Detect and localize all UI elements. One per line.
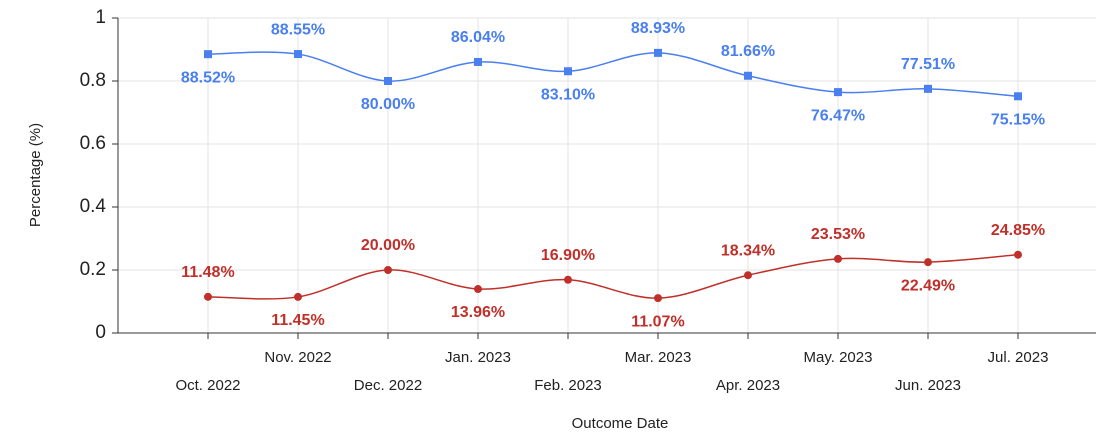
marker	[474, 285, 482, 294]
data-label: 20.00%	[361, 237, 415, 254]
x-tick-label: Mar. 2023	[625, 349, 692, 366]
marker	[294, 292, 302, 301]
marker	[204, 50, 212, 59]
y-tick-label: 0.4	[80, 196, 107, 217]
marker	[924, 258, 932, 267]
series-line	[207, 51, 1019, 98]
marker	[654, 48, 662, 57]
x-tick-label: May. 2023	[804, 349, 873, 366]
marker	[1014, 92, 1022, 101]
data-label: 11.45%	[271, 312, 324, 329]
y-tick-label: 0	[95, 322, 106, 343]
y-tick-label: 0.6	[80, 133, 106, 154]
x-tick-label: Jan. 2023	[445, 349, 511, 366]
x-tick-label: Feb. 2023	[534, 377, 602, 394]
data-label: 13.96%	[451, 304, 505, 321]
x-tick-label: Oct. 2022	[175, 377, 240, 394]
x-tick-label: Jun. 2023	[895, 377, 961, 394]
marker	[1014, 250, 1022, 259]
data-label: 11.48%	[181, 264, 234, 281]
data-label: 77.51%	[901, 56, 955, 73]
x-tick-label: Nov. 2022	[264, 349, 331, 366]
x-tick-label: Dec. 2022	[354, 377, 422, 394]
data-label: 81.66%	[721, 43, 775, 60]
x-tick-label: Jul. 2023	[988, 349, 1049, 366]
data-label: 88.52%	[181, 69, 235, 86]
data-label: 11.07%	[631, 313, 684, 330]
marker	[384, 77, 392, 85]
data-label: 18.34%	[721, 242, 775, 259]
data-label: 83.10%	[541, 86, 595, 103]
data-label: 16.90%	[541, 247, 595, 264]
marker	[834, 88, 842, 97]
series-line	[207, 253, 1019, 300]
marker	[564, 275, 572, 284]
marker	[474, 57, 482, 66]
data-label: 80.00%	[361, 96, 415, 113]
data-label: 86.04%	[451, 29, 505, 46]
marker	[654, 294, 662, 303]
data-label: 88.93%	[631, 20, 685, 37]
y-tick-label: 0.2	[80, 259, 106, 280]
marker	[204, 292, 212, 301]
marker	[834, 254, 842, 263]
data-label: 23.53%	[811, 226, 865, 243]
marker	[294, 50, 302, 59]
data-label: 24.85%	[991, 222, 1045, 239]
y-tick-label: 1	[95, 7, 106, 28]
marker	[564, 67, 572, 76]
y-axis-title: Percentage (%)	[27, 123, 44, 227]
marker	[384, 266, 392, 274]
y-tick-label: 0.8	[80, 70, 106, 91]
marker	[744, 71, 752, 80]
marker	[924, 84, 932, 93]
x-tick-label: Apr. 2023	[716, 377, 780, 394]
data-label: 76.47%	[811, 107, 865, 124]
data-label: 75.15%	[991, 111, 1045, 128]
data-label: 22.49%	[901, 277, 955, 294]
x-axis-title: Outcome Date	[572, 415, 669, 432]
marker	[744, 271, 752, 280]
data-label: 88.55%	[271, 21, 325, 38]
